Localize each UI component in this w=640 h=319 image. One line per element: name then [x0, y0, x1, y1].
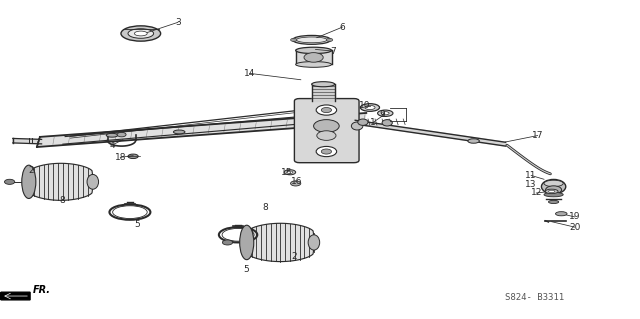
Ellipse shape — [544, 192, 563, 197]
Ellipse shape — [541, 179, 566, 194]
Ellipse shape — [128, 29, 154, 38]
Ellipse shape — [296, 62, 332, 67]
Ellipse shape — [312, 82, 335, 87]
Text: 16: 16 — [291, 177, 302, 186]
Text: 14: 14 — [244, 69, 255, 78]
Ellipse shape — [106, 133, 118, 137]
Text: 7: 7 — [330, 47, 335, 56]
Text: S824- B3311: S824- B3311 — [505, 293, 564, 302]
Ellipse shape — [308, 235, 320, 250]
Ellipse shape — [548, 190, 555, 192]
Polygon shape — [0, 292, 30, 300]
Text: 1: 1 — [370, 118, 375, 127]
Ellipse shape — [87, 174, 99, 189]
Ellipse shape — [548, 200, 559, 204]
Text: FR.: FR. — [33, 285, 51, 295]
Text: 4: 4 — [109, 141, 115, 150]
Ellipse shape — [556, 212, 567, 216]
Text: 17: 17 — [532, 131, 543, 140]
Circle shape — [291, 181, 301, 186]
Text: 13: 13 — [525, 180, 537, 189]
Ellipse shape — [284, 170, 296, 175]
Ellipse shape — [296, 37, 327, 43]
Text: 11: 11 — [525, 171, 537, 180]
Polygon shape — [29, 163, 93, 200]
Ellipse shape — [22, 165, 36, 198]
Ellipse shape — [358, 119, 368, 125]
Ellipse shape — [545, 189, 558, 194]
Circle shape — [316, 146, 337, 157]
Circle shape — [317, 131, 336, 140]
Ellipse shape — [287, 171, 293, 174]
Text: 6: 6 — [340, 23, 345, 32]
Ellipse shape — [544, 180, 563, 187]
Circle shape — [326, 38, 333, 41]
Polygon shape — [247, 223, 314, 262]
Polygon shape — [37, 113, 366, 147]
Ellipse shape — [381, 112, 389, 115]
Ellipse shape — [240, 225, 253, 260]
Circle shape — [4, 179, 15, 184]
Circle shape — [291, 38, 297, 41]
Polygon shape — [355, 120, 506, 146]
Ellipse shape — [173, 130, 185, 134]
Ellipse shape — [360, 104, 380, 111]
Polygon shape — [13, 138, 42, 144]
Text: 5: 5 — [135, 220, 140, 229]
Text: 15: 15 — [281, 168, 292, 177]
Text: 2: 2 — [292, 252, 297, 261]
Text: 8: 8 — [263, 203, 268, 212]
Circle shape — [314, 120, 339, 132]
Ellipse shape — [545, 186, 562, 194]
Ellipse shape — [292, 35, 331, 44]
Ellipse shape — [296, 47, 332, 54]
Circle shape — [223, 240, 233, 245]
Circle shape — [304, 53, 323, 62]
Text: 9: 9 — [380, 110, 385, 119]
Circle shape — [321, 108, 332, 113]
Text: 18: 18 — [115, 153, 126, 162]
Text: 8: 8 — [60, 197, 65, 205]
Circle shape — [316, 105, 337, 115]
Text: 5: 5 — [244, 265, 249, 274]
Polygon shape — [296, 50, 332, 64]
FancyBboxPatch shape — [294, 99, 359, 163]
Circle shape — [117, 132, 126, 137]
Text: 10: 10 — [359, 101, 371, 110]
Polygon shape — [312, 84, 335, 101]
Ellipse shape — [121, 26, 161, 41]
Ellipse shape — [365, 105, 375, 109]
Text: 3: 3 — [175, 18, 180, 27]
Ellipse shape — [378, 110, 393, 116]
Ellipse shape — [128, 154, 138, 159]
Ellipse shape — [351, 122, 363, 130]
Ellipse shape — [134, 31, 147, 36]
Text: 20: 20 — [569, 223, 580, 232]
Text: 19: 19 — [569, 212, 580, 221]
Text: 2: 2 — [28, 166, 33, 175]
Circle shape — [321, 149, 332, 154]
Ellipse shape — [468, 139, 479, 143]
Text: 12: 12 — [531, 189, 542, 197]
Ellipse shape — [382, 120, 392, 126]
